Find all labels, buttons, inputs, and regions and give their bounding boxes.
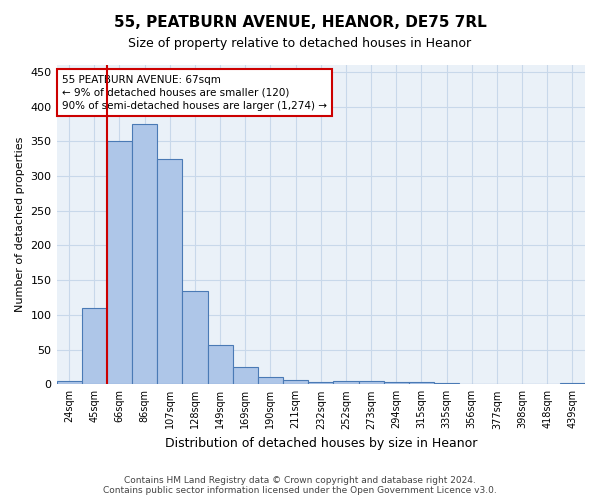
Bar: [233, 367, 258, 384]
Bar: [434, 383, 459, 384]
Bar: [208, 344, 233, 385]
Bar: [359, 381, 383, 384]
Bar: [157, 158, 182, 384]
Bar: [383, 382, 409, 384]
Text: 55, PEATBURN AVENUE, HEANOR, DE75 7RL: 55, PEATBURN AVENUE, HEANOR, DE75 7RL: [113, 15, 487, 30]
Text: Contains HM Land Registry data © Crown copyright and database right 2024.
Contai: Contains HM Land Registry data © Crown c…: [103, 476, 497, 495]
Bar: [308, 382, 334, 384]
Bar: [182, 290, 208, 384]
Bar: [82, 308, 107, 384]
Bar: [56, 381, 82, 384]
Bar: [107, 142, 132, 384]
X-axis label: Distribution of detached houses by size in Heanor: Distribution of detached houses by size …: [164, 437, 477, 450]
Text: 55 PEATBURN AVENUE: 67sqm
← 9% of detached houses are smaller (120)
90% of semi-: 55 PEATBURN AVENUE: 67sqm ← 9% of detach…: [62, 74, 327, 111]
Bar: [283, 380, 308, 384]
Bar: [258, 378, 283, 384]
Bar: [334, 381, 359, 384]
Text: Size of property relative to detached houses in Heanor: Size of property relative to detached ho…: [128, 38, 472, 51]
Y-axis label: Number of detached properties: Number of detached properties: [15, 137, 25, 312]
Bar: [560, 383, 585, 384]
Bar: [409, 382, 434, 384]
Bar: [132, 124, 157, 384]
